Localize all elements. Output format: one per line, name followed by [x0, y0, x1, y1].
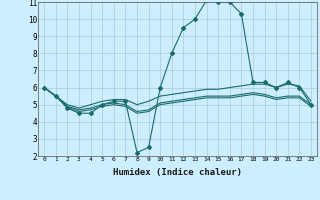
X-axis label: Humidex (Indice chaleur): Humidex (Indice chaleur): [113, 168, 242, 177]
